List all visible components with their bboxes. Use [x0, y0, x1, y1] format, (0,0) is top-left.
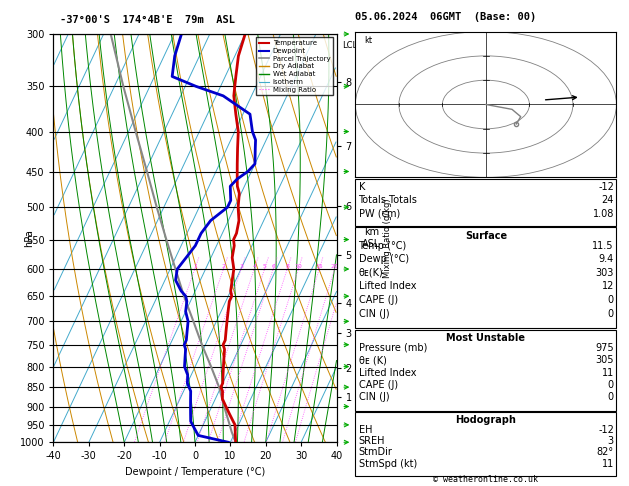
Text: 303: 303: [596, 268, 614, 278]
Text: 0: 0: [608, 392, 614, 402]
Text: StmDir: StmDir: [359, 448, 392, 457]
Text: Surface: Surface: [465, 231, 507, 241]
Text: CAPE (J): CAPE (J): [359, 295, 398, 305]
Text: Most Unstable: Most Unstable: [447, 333, 525, 343]
Text: 5: 5: [263, 264, 267, 269]
Text: 2: 2: [221, 264, 225, 269]
Text: kt: kt: [364, 36, 372, 46]
Text: 12: 12: [601, 281, 614, 292]
Text: PW (cm): PW (cm): [359, 209, 400, 219]
Text: 0: 0: [608, 295, 614, 305]
Text: StmSpd (kt): StmSpd (kt): [359, 459, 417, 469]
Text: 11: 11: [602, 368, 614, 378]
Text: 11.5: 11.5: [593, 241, 614, 251]
Text: 05.06.2024  06GMT  (Base: 00): 05.06.2024 06GMT (Base: 00): [355, 12, 537, 22]
Text: 11: 11: [602, 459, 614, 469]
Text: Dewp (°C): Dewp (°C): [359, 255, 409, 264]
Text: 10: 10: [294, 264, 303, 269]
Text: 0: 0: [608, 309, 614, 318]
Text: 6: 6: [271, 264, 276, 269]
Text: EH: EH: [359, 425, 372, 434]
Text: 9.4: 9.4: [599, 255, 614, 264]
Text: 1.08: 1.08: [593, 209, 614, 219]
Text: Hodograph: Hodograph: [455, 415, 516, 425]
Text: Temp (°C): Temp (°C): [359, 241, 407, 251]
Text: -12: -12: [598, 425, 614, 434]
Text: CIN (J): CIN (J): [359, 309, 389, 318]
Text: Mixing Ratio (g/kg): Mixing Ratio (g/kg): [383, 198, 392, 278]
Text: 4: 4: [252, 264, 256, 269]
Text: Totals Totals: Totals Totals: [359, 195, 418, 206]
Text: 3: 3: [608, 436, 614, 446]
Text: 20: 20: [331, 264, 338, 269]
Text: -12: -12: [598, 182, 614, 192]
Text: θᴇ (K): θᴇ (K): [359, 355, 386, 365]
Text: © weatheronline.co.uk: © weatheronline.co.uk: [433, 474, 538, 484]
Text: 3: 3: [239, 264, 243, 269]
Text: 8: 8: [286, 264, 289, 269]
Text: Lifted Index: Lifted Index: [359, 368, 416, 378]
Text: 1: 1: [193, 264, 197, 269]
Text: CAPE (J): CAPE (J): [359, 380, 398, 390]
Text: Lifted Index: Lifted Index: [359, 281, 416, 292]
X-axis label: Dewpoint / Temperature (°C): Dewpoint / Temperature (°C): [125, 467, 265, 477]
Text: 82°: 82°: [597, 448, 614, 457]
Text: 0: 0: [608, 380, 614, 390]
Text: 15: 15: [315, 264, 323, 269]
Y-axis label: km
ASL: km ASL: [362, 227, 381, 249]
Text: θᴇ(K): θᴇ(K): [359, 268, 383, 278]
Legend: Temperature, Dewpoint, Parcel Trajectory, Dry Adiabat, Wet Adiabat, Isotherm, Mi: Temperature, Dewpoint, Parcel Trajectory…: [256, 37, 333, 95]
Text: -37°00'S  174°4B'E  79m  ASL: -37°00'S 174°4B'E 79m ASL: [60, 15, 235, 25]
Text: Pressure (mb): Pressure (mb): [359, 343, 427, 353]
Text: 305: 305: [596, 355, 614, 365]
Text: 24: 24: [601, 195, 614, 206]
Text: 975: 975: [595, 343, 614, 353]
Text: CIN (J): CIN (J): [359, 392, 389, 402]
Y-axis label: hPa: hPa: [24, 229, 34, 247]
Text: SREH: SREH: [359, 436, 385, 446]
Text: LCL: LCL: [342, 40, 357, 50]
Text: K: K: [359, 182, 365, 192]
